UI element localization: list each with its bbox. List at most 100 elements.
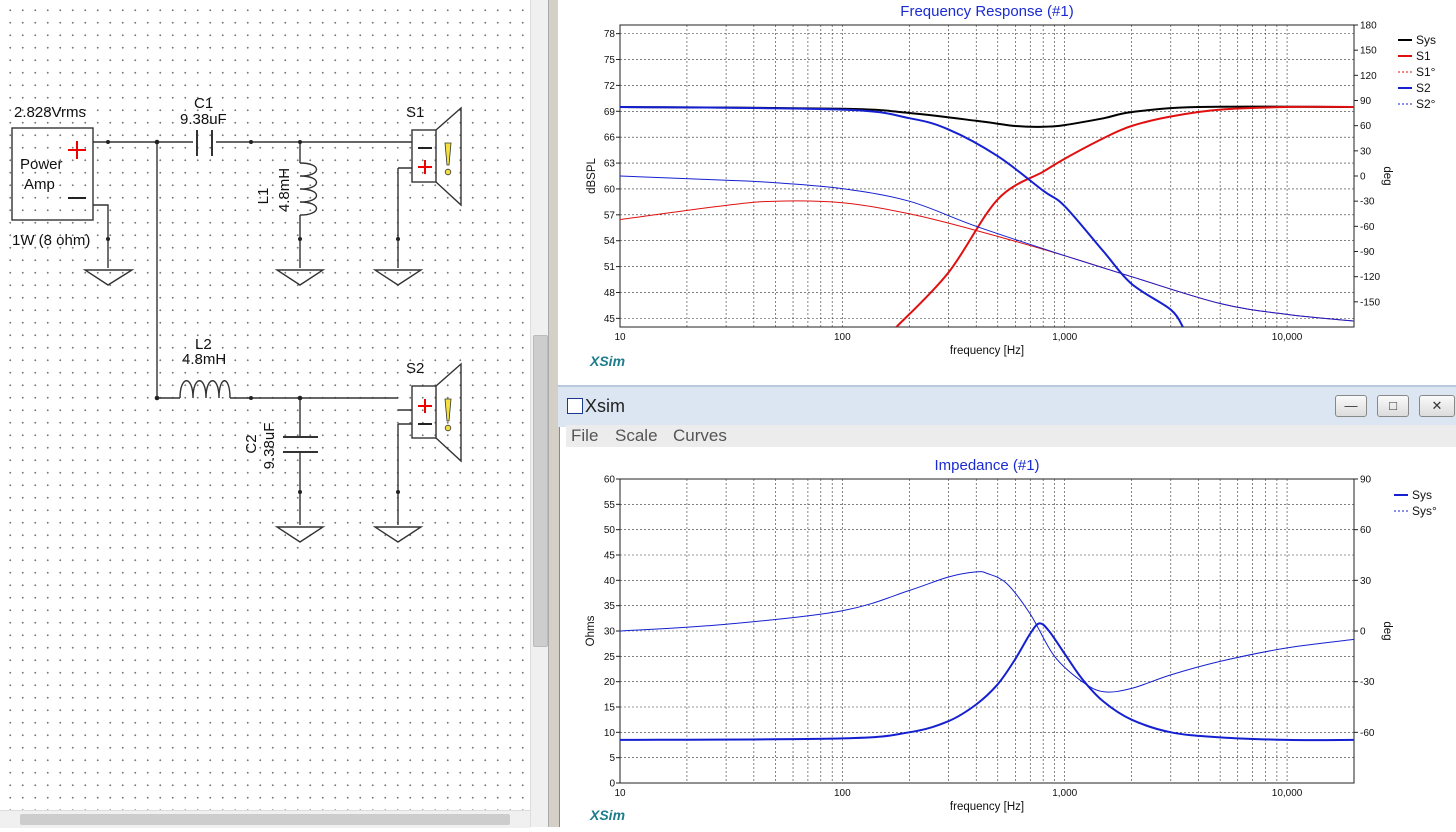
menu-file[interactable]: File xyxy=(571,426,599,445)
menu-bar xyxy=(566,425,1456,447)
series-line-0 xyxy=(620,105,1354,128)
amp-power-label: 1W (8 ohm) xyxy=(12,232,90,249)
s1-warning-icon xyxy=(444,142,452,166)
vertical-scroll-thumb[interactable] xyxy=(533,335,548,647)
y-tick-label: 35 xyxy=(604,601,616,612)
frequency-response-pane: Frequency Response (#1) 45 48 51 54 57 60 63 66 6… xyxy=(558,0,1456,385)
y2-tick-label: 60 xyxy=(1360,525,1372,536)
legend-entry: Sys° xyxy=(1412,504,1437,518)
l2-value: 4.8mH xyxy=(182,351,226,368)
c2-name: C2 xyxy=(243,434,260,453)
legend-entry: S1 xyxy=(1416,49,1431,63)
chart-title: Frequency Response (#1) xyxy=(900,3,1073,20)
series-line-4 xyxy=(620,175,1354,322)
y-tick-label: 0 xyxy=(609,779,615,790)
frequency-response-chart[interactable]: Frequency Response (#1) 45 48 51 54 57 60 63 66 6… xyxy=(558,0,1456,385)
c1-value: 9.38uF xyxy=(180,111,227,128)
y2-tick-label: -60 xyxy=(1360,728,1375,739)
amp-label-2: Amp xyxy=(24,176,55,193)
y-tick-label: 10 xyxy=(604,728,616,739)
y-axis-label: Ohms xyxy=(585,615,597,646)
y2-tick-label: -30 xyxy=(1360,677,1375,688)
close-button[interactable]: ✕ xyxy=(1419,395,1455,417)
minimize-button[interactable]: — xyxy=(1335,395,1367,417)
legend-entry: S2 xyxy=(1416,81,1431,95)
schematic-drawing: 2.828Vrms Power Amp 1W (8 ohm) C1 9.38uF… xyxy=(11,95,462,543)
y-tick-label: 48 xyxy=(604,288,616,299)
y-tick-label: 69 xyxy=(604,107,616,118)
legend-entry: Sys xyxy=(1416,33,1436,47)
x-tick-label: 1,000 xyxy=(1052,332,1077,343)
y-tick-label: 66 xyxy=(604,133,616,144)
menu-scale[interactable]: Scale xyxy=(615,426,658,445)
c2-value: 9.38uF xyxy=(261,423,278,470)
y2-tick-label: 90 xyxy=(1360,475,1372,486)
y-tick-label: 20 xyxy=(604,677,616,688)
maximize-button[interactable]: □ xyxy=(1377,395,1409,417)
legend-entry: Sys xyxy=(1412,488,1432,502)
impedance-chart[interactable]: Impedance (#1) 0 5 10 15 20 25 30 35 40 45 50 55 60 90… xyxy=(566,447,1456,827)
series-line-0 xyxy=(620,622,1354,742)
y2-tick-label: -60 xyxy=(1360,222,1375,233)
xsim-app-icon xyxy=(567,398,583,414)
s2-name: S2 xyxy=(406,360,424,377)
y-tick-label: 50 xyxy=(604,525,616,536)
y-tick-label: 40 xyxy=(604,576,616,587)
l1-value: 4.8mH xyxy=(276,168,293,212)
y2-tick-label: 0 xyxy=(1360,172,1366,183)
s1-name: S1 xyxy=(406,104,424,121)
chart-title: Impedance (#1) xyxy=(934,457,1039,474)
y-tick-label: 5 xyxy=(609,753,615,764)
y-tick-label: 55 xyxy=(604,500,616,511)
minimize-icon: — xyxy=(1344,398,1358,413)
s1-plus-icon xyxy=(418,160,432,174)
xsim-title-bar[interactable] xyxy=(558,385,1456,427)
x-tick-label: 100 xyxy=(834,332,851,343)
y2-tick-label: 30 xyxy=(1360,146,1372,157)
amp-plus-icon xyxy=(68,141,86,159)
y-tick-label: 75 xyxy=(604,55,616,66)
s2-plus-icon xyxy=(418,399,432,413)
y2-tick-label: 150 xyxy=(1360,46,1377,57)
schematic-vertical-scrollbar[interactable] xyxy=(530,0,549,827)
y2-tick-label: -30 xyxy=(1360,197,1375,208)
xsim-brand-label: XSim xyxy=(589,353,625,369)
y-tick-label: 78 xyxy=(604,29,616,40)
plot-area xyxy=(619,24,1355,328)
y-tick-label: 51 xyxy=(604,262,616,273)
s2-warning-icon xyxy=(444,398,452,422)
schematic-horizontal-scrollbar[interactable] xyxy=(0,810,530,828)
y-tick-label: 45 xyxy=(604,551,616,562)
x-tick-label: 10,000 xyxy=(1272,788,1303,799)
s2-speaker-body xyxy=(411,385,437,439)
y-tick-label: 72 xyxy=(604,81,616,92)
y-tick-label: 60 xyxy=(604,184,616,195)
x-axis-label: frequency [Hz] xyxy=(950,345,1024,357)
y-tick-label: 15 xyxy=(604,703,616,714)
series-line-3 xyxy=(620,106,1184,327)
y2-tick-label: 120 xyxy=(1360,71,1377,82)
impedance-pane: Impedance (#1) 0 5 10 15 20 25 30 35 40 45 50 55 60 90… xyxy=(566,447,1456,827)
x-axis-label: frequency [Hz] xyxy=(950,801,1024,813)
y2-tick-label: 180 xyxy=(1360,21,1377,32)
xsim-brand-label: XSim xyxy=(589,807,625,823)
schematic-canvas[interactable]: 2.828Vrms Power Amp 1W (8 ohm) C1 9.38uF… xyxy=(0,0,530,810)
y2-axis-label: deg xyxy=(1381,166,1393,185)
y2-tick-label: 30 xyxy=(1360,576,1372,587)
x-tick-label: 10,000 xyxy=(1272,332,1303,343)
close-icon: ✕ xyxy=(1431,398,1443,413)
y2-tick-label: -150 xyxy=(1360,297,1380,308)
y2-tick-label: -90 xyxy=(1360,247,1375,258)
horizontal-scroll-thumb[interactable] xyxy=(20,814,510,825)
y-tick-label: 57 xyxy=(604,210,616,221)
plot-area xyxy=(619,478,1355,784)
x-tick-label: 10 xyxy=(614,788,626,799)
y2-tick-label: 60 xyxy=(1360,121,1372,132)
menu-curves[interactable]: Curves xyxy=(673,426,727,445)
y-tick-label: 60 xyxy=(604,475,616,486)
y-tick-label: 63 xyxy=(604,159,616,170)
legend-entry: S1° xyxy=(1416,65,1436,79)
window-title: Xsim xyxy=(585,396,625,416)
l2-name: L2 xyxy=(195,336,212,353)
y2-tick-label: -120 xyxy=(1360,272,1380,283)
